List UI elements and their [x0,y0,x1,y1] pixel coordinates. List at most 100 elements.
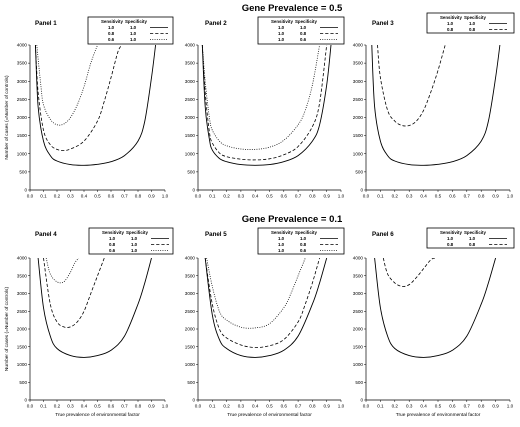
legend-header-sensitivity: Sensitivity [271,19,294,24]
y-tick-label: 1000 [353,151,364,156]
legend-sensitivity-value: 0.6 [109,248,116,253]
panel-title: Panel 4 [35,231,57,238]
x-tick-label: 0.2 [223,194,230,199]
y-tick-label: 1500 [353,344,364,349]
y-tick-label: 1000 [185,362,196,367]
legend-header-specificity: Specificity [295,230,318,235]
y-tick-label: 1500 [185,344,196,349]
x-tick-label: 0.2 [392,404,399,409]
panel-6: Panel 6 0 500 1000 1500 2000 2500 3000 3500 4000 0… [353,227,515,418]
panel-1: Panel 1 0 500 1000 1500 2000 2500 3000 3500 4000 0… [4,16,174,199]
x-tick-label: 0.4 [252,194,259,199]
legend-box [426,12,515,34]
x-tick-label: 0.5 [266,404,273,409]
y-tick-label: 3000 [17,79,28,84]
panel-2: Panel 2 0 500 1000 1500 2000 2500 3000 3500 4000 0… [185,16,345,199]
x-tick-label: 0.0 [27,404,34,409]
x-tick-label: 0.5 [94,404,101,409]
x-tick-label: 0.1 [40,194,47,199]
panel-title: Panel 3 [372,20,394,27]
legend-header-sensitivity: Sensitivity [102,230,125,235]
series-line-3-dotted [36,45,98,126]
y-tick-label: 3500 [353,61,364,66]
y-tick-label: 4000 [17,256,28,261]
x-tick-label: 0.9 [492,404,499,409]
x-tick-label: 0.6 [281,404,288,409]
x-tick-label: 0.8 [478,404,485,409]
legend-sensitivity-value: 1.0 [278,31,285,36]
y-tick-label: 2000 [185,327,196,332]
panel-title: Panel 2 [205,20,227,27]
x-tick-label: 0.5 [435,194,442,199]
y-tick-label: 3500 [17,273,28,278]
series-line-2-dashed [377,45,446,127]
y-tick-label: 3500 [17,61,28,66]
x-tick-label: 0.0 [363,404,370,409]
series-line-3-dotted [201,45,320,150]
series-line-3-dotted [45,258,79,284]
legend-specificity-value: 1.0 [469,21,476,26]
y-axis-label: Number of cases (=Number of controls) [4,287,10,372]
x-tick-label: 0.3 [238,194,245,199]
y-tick-label: 500 [187,380,195,385]
legend-header-specificity: Specificity [464,230,487,235]
x-tick-label: 1.0 [507,194,514,199]
panels: Panel 1 0 500 1000 1500 2000 2500 3000 3500 4000 0… [4,12,515,418]
x-tick-label: 0.4 [420,404,427,409]
y-tick-label: 500 [355,380,363,385]
y-tick-label: 3000 [17,291,28,296]
x-tick-label: 0.5 [94,194,101,199]
x-tick-label: 0.6 [108,194,115,199]
y-tick-label: 3000 [353,291,364,296]
series-line-1-solid [201,45,332,166]
x-tick-label: 0.4 [420,194,427,199]
y-tick-label: 4000 [17,43,28,48]
x-tick-label: 0.5 [435,404,442,409]
x-tick-label: 0.4 [81,404,88,409]
series-line-1-solid [37,258,152,358]
legend-box [87,16,174,45]
y-tick-label: 1000 [17,362,28,367]
series-line-1-solid [204,258,328,358]
x-tick-label: 0.1 [377,194,384,199]
legend-sensitivity-value: 1.0 [278,242,285,247]
y-tick-label: 1500 [185,133,196,138]
legend-specificity-value: 0.8 [300,242,307,247]
x-tick-label: 0.8 [135,404,142,409]
x-tick-label: 1.0 [338,194,345,199]
x-tick-label: 0.9 [492,194,499,199]
legend-sensitivity-value: 1.0 [278,248,285,253]
legend-specificity-value: 1.0 [131,248,138,253]
y-tick-label: 3000 [185,79,196,84]
x-tick-label: 0.0 [27,194,34,199]
y-tick-label: 3000 [185,291,196,296]
series-line-1-solid [371,45,501,166]
x-tick-label: 0.7 [464,404,471,409]
panel-4: Panel 4 0 500 1000 1500 2000 2500 3000 3500 4000 0… [4,227,174,418]
y-tick-label: 500 [19,169,27,174]
y-tick-label: 0 [192,398,195,403]
panel-title: Panel 1 [35,20,57,27]
y-tick-label: 2000 [17,115,28,120]
x-tick-label: 0.2 [223,404,230,409]
panel-title: Panel 6 [372,231,394,238]
y-tick-label: 500 [19,380,27,385]
y-axis-label: Number of cases (=Number of controls) [4,75,10,160]
y-tick-label: 0 [192,188,195,193]
legend-specificity-value: 1.0 [300,236,307,241]
legend-specificity-value: 1.0 [131,236,138,241]
legend-header-sensitivity: Sensitivity [101,19,124,24]
x-tick-label: 0.6 [108,404,115,409]
x-tick-label: 0.7 [121,404,128,409]
legend-specificity-value: 1.0 [131,242,138,247]
y-tick-label: 1000 [17,151,28,156]
x-tick-label: 0.7 [464,194,471,199]
legend-header-sensitivity: Sensitivity [440,230,463,235]
y-tick-label: 2500 [185,97,196,102]
series-line-2-dashed [35,45,123,151]
y-tick-label: 0 [360,188,363,193]
